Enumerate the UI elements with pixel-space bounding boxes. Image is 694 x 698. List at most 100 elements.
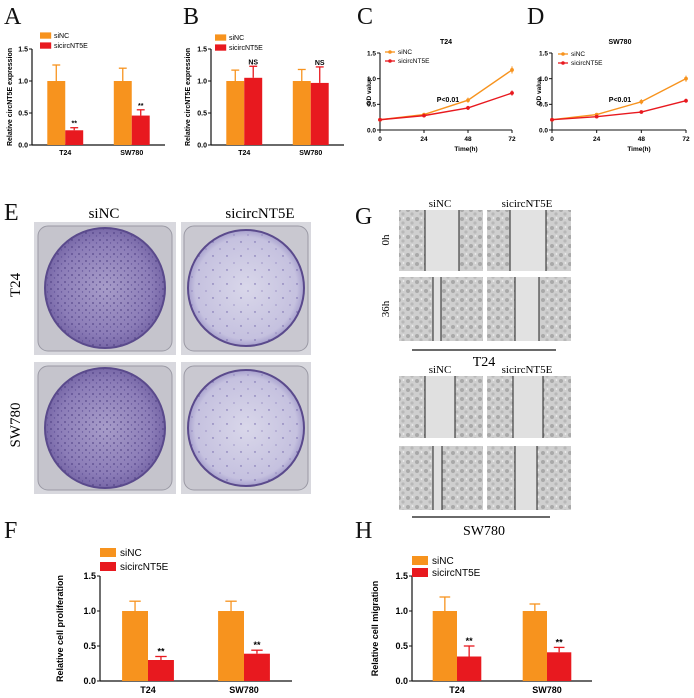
wound-t24-sicircnt5e-36h-gap [515, 277, 539, 341]
chart-B-ytick-label: 1.5 [197, 46, 207, 53]
colony-col-sicircnt5e-label: sicircNT5E [225, 206, 294, 222]
chart-H-legend-swatch-sinc [412, 556, 428, 565]
chart-F-ytick-label: 1.0 [83, 606, 96, 616]
chart-A-legend-label-sinc: siNC [54, 33, 69, 40]
chart-C-ytick-label: 0.0 [367, 127, 376, 134]
chart-D-xtick-label: 0 [550, 136, 554, 143]
chart-F-bar-sinc-t24 [122, 611, 148, 681]
chart-B-ytick-label: 0.0 [197, 142, 207, 149]
chart-D-legend-marker-sinc [561, 52, 565, 56]
chart-D-ytick-label: 0.0 [539, 127, 548, 134]
chart-D-legend-marker-sicircnt5e [561, 61, 565, 65]
panel-E-colony-plates: siNC sicircNT5E T24 SW780 [8, 206, 311, 494]
chart-C-legend-label-sinc: siNC [398, 49, 412, 56]
chart-C-xtick-label: 24 [420, 136, 428, 143]
panel-label-F: F [4, 518, 17, 544]
chart-B-category-label: SW780 [299, 150, 322, 157]
chart-F-significance-t24: ** [157, 647, 165, 657]
chart-C-title: T24 [440, 39, 452, 46]
chart-F-y-label: Relative cell proliferation [55, 575, 65, 682]
wound-t24-group-label: T24 [473, 355, 496, 370]
wound-sw780-col-sicircnt5e-label: sicircNT5E [502, 364, 553, 376]
plate-sw780-sinc-colonies [45, 368, 165, 488]
chart-D-line-sinc [551, 78, 687, 121]
chart-C-point-sicircnt5e [422, 113, 426, 118]
chart-H-y-label: Relative cell migration [370, 581, 380, 677]
wound-t24-sicircnt5e-0h-gap [510, 210, 546, 271]
chart-H-ytick-label: 0.0 [395, 676, 408, 686]
chart-B-bar-sinc-sw780 [292, 81, 311, 145]
wound-t24-sinc-0h-gap [425, 210, 459, 271]
panel-label-G: G [355, 204, 372, 230]
chart-H-legend-label-sicircnt5e: sicircNT5E [432, 568, 481, 579]
chart-B-bar-sinc-t24 [226, 81, 245, 145]
wound-sw780-sinc-0h-gap [425, 376, 455, 438]
panel-label-H: H [355, 518, 372, 544]
chart-H-significance-t24: ** [466, 636, 474, 646]
chart-F-ytick-label: 0.5 [83, 641, 96, 651]
wound-sw780-col-sinc-label: siNC [429, 364, 452, 376]
chart-A-ytick-label: 0.0 [18, 142, 28, 149]
chart-F-category-label: SW780 [229, 685, 259, 695]
panel-G-wound-healing: siNC sicircNT5E 0h 36h T24 siNC sicircNT… [380, 198, 571, 539]
chart-C-point-sinc [510, 68, 514, 72]
chart-B-legend-swatch-sinc [215, 34, 227, 41]
plate-t24-sinc-rim [44, 227, 166, 349]
chart-D-title: SW780 [609, 39, 632, 46]
chart-C-ytick-label: 1.5 [367, 50, 376, 57]
chart-C-pvalue: P<0.01 [437, 97, 459, 104]
chart-C-x-label: Time(h) [454, 146, 477, 153]
wound-col-sinc-label: siNC [429, 198, 452, 210]
chart-A-ytick-label: 1.5 [18, 46, 28, 53]
chart-A-bar-sicircnt5e-t24 [65, 130, 84, 145]
wound-sw780-group-label: SW780 [463, 524, 505, 539]
panel-label-C: C [357, 4, 373, 30]
chart-H-legend-label-sinc: siNC [432, 556, 454, 567]
chart-F-legend-label-sinc: siNC [120, 548, 142, 559]
chart-C-ytick-label: 1.0 [367, 76, 376, 83]
chart-D-point-sicircnt5e [594, 114, 599, 119]
chart-F-bar-sinc-sw780 [218, 611, 244, 681]
chart-D-x-label: Time(h) [627, 146, 650, 153]
chart-D-point-sicircnt5e [550, 117, 554, 122]
chart-C-point-sicircnt5e [466, 106, 470, 110]
chart-D-ytick-label: 0.5 [539, 102, 548, 109]
chart-D-ytick-label: 1.0 [539, 76, 548, 83]
chart-A: 0.0 0.5 1.0 1.5 Relative circNT5E expression… [7, 32, 165, 157]
chart-D-pvalue: P<0.01 [609, 97, 631, 104]
chart-A-ytick-label: 0.5 [18, 110, 28, 117]
chart-A-legend-label-sicircnt5e: sicircNT5E [54, 43, 88, 50]
chart-C-y-label: OD value [366, 77, 373, 106]
chart-B-bar-sicircnt5e-sw780 [310, 82, 329, 145]
wound-time-0h-label: 0h [380, 234, 392, 246]
chart-F-legend-swatch-sinc [100, 548, 116, 557]
chart-H-bar-sinc-sw780 [522, 611, 547, 681]
plate-t24-sinc-colonies [45, 228, 165, 348]
chart-A-legend-swatch-sinc [40, 32, 52, 39]
chart-A-bar-sinc-t24 [47, 81, 66, 145]
chart-F-ytick-label: 1.5 [83, 571, 96, 581]
chart-D-point-sicircnt5e [684, 98, 688, 103]
chart-B-y-label: Relative circNT5E expression [185, 48, 192, 146]
plate-sw780-sinc-rim [44, 367, 166, 489]
chart-F-legend-label-sicircnt5e: sicircNT5E [120, 562, 169, 573]
chart-F-legend-swatch-sicircnt5e [100, 562, 116, 571]
plate-sw780-sicircnt5e-colonies [188, 370, 304, 486]
chart-A-bar-sinc-sw780 [113, 81, 132, 145]
chart-B: 0.0 0.5 1.0 1.5 Relative circNT5E expression… [185, 34, 344, 157]
chart-H-bar-sicircnt5e-sw780 [547, 652, 572, 681]
chart-A-category-label: SW780 [120, 150, 143, 157]
chart-H-bar-sinc-t24 [432, 611, 457, 681]
chart-C-xtick-label: 48 [464, 136, 472, 143]
chart-D-legend-label-sicircnt5e: sicircNT5E [571, 60, 603, 67]
chart-C-point-sicircnt5e [510, 91, 514, 95]
chart-B-bar-sicircnt5e-t24 [244, 77, 263, 145]
chart-D-point-sinc [639, 99, 644, 104]
chart-A-legend-swatch-sicircnt5e [40, 42, 52, 49]
chart-D-point-sinc [684, 76, 688, 81]
chart-C-xtick-label: 0 [378, 136, 382, 143]
panel-label-B: B [183, 4, 199, 30]
chart-A-category-label: T24 [59, 150, 71, 157]
chart-B-category-label: T24 [238, 150, 250, 157]
chart-H-category-label: SW780 [532, 685, 562, 695]
